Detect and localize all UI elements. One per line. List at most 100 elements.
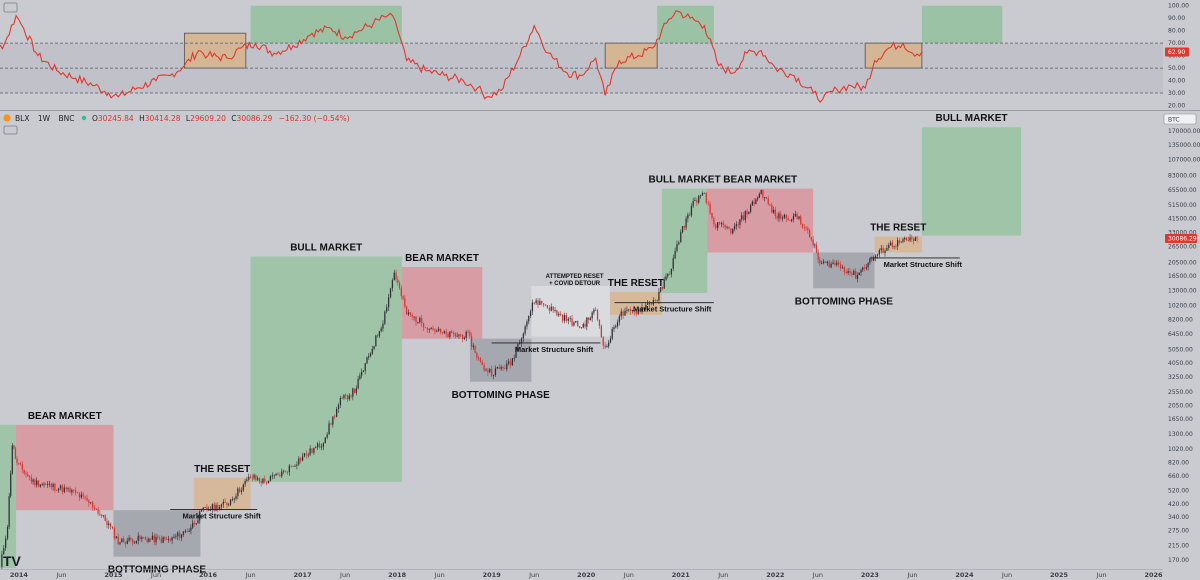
candle-body: [520, 338, 523, 344]
price-zone-bear-1: [16, 424, 114, 511]
candle-body: [535, 300, 537, 304]
candle-body: [14, 448, 17, 459]
candle-body: [676, 244, 678, 251]
phase-label-bear-10: BEAR MARKET: [723, 175, 797, 186]
candle-body: [300, 458, 302, 461]
candle-body: [635, 311, 637, 314]
candle-body: [80, 494, 82, 498]
candle-body: [732, 229, 734, 234]
rsi-current-badge: [1165, 47, 1189, 57]
candle-body: [346, 395, 349, 400]
candle-body: [668, 274, 671, 275]
rsi-settings-icon[interactable]: [3, 2, 18, 13]
candle-body: [858, 272, 860, 276]
candle-body: [502, 366, 504, 369]
candle-body: [195, 523, 197, 524]
price-tick-label: 33000.00: [1168, 230, 1197, 237]
phase-label-bottom-11: BOTTOMING PHASE: [795, 296, 893, 307]
price-tick-label: 215.00: [1168, 543, 1189, 550]
candle-body: [744, 210, 746, 221]
candle-body: [133, 542, 136, 544]
candle-body: [34, 479, 36, 486]
candle-body: [411, 314, 413, 317]
candle-body: [158, 537, 161, 539]
candle-body: [630, 309, 632, 312]
candle-body: [609, 338, 612, 343]
phase-label-bull-13: BULL MARKET: [936, 113, 1008, 124]
candle-body: [767, 198, 769, 205]
candle-body: [726, 226, 728, 228]
candle-body: [50, 483, 52, 487]
candle-body: [631, 309, 634, 312]
candle-body: [239, 488, 241, 492]
candle-body: [670, 268, 672, 275]
candle-body: [76, 492, 79, 494]
candle-body: [78, 493, 81, 498]
candle-body: [701, 193, 704, 196]
candle-body: [888, 245, 890, 249]
candle-body: [57, 488, 60, 491]
candle-body: [558, 313, 560, 316]
candle-body: [21, 464, 24, 470]
candle-body: [284, 470, 287, 472]
candle-body: [700, 195, 702, 197]
candle-body: [586, 317, 588, 327]
candle-body: [376, 335, 379, 337]
currency-badge[interactable]: BTC: [1163, 113, 1197, 125]
candle-body: [257, 478, 259, 480]
candle-body: [180, 534, 183, 538]
candle-body: [891, 242, 893, 247]
candle-body: [93, 507, 96, 510]
candle-body: [415, 316, 417, 323]
candle-body: [608, 342, 610, 347]
candle-body: [155, 536, 157, 543]
candle-body: [798, 216, 800, 219]
candle-body: [889, 242, 892, 246]
candle-body: [286, 471, 289, 473]
candle-body: [479, 357, 482, 362]
candle-body: [578, 326, 581, 329]
candle-body: [760, 190, 762, 194]
price-tick-label: 16500.00: [1168, 273, 1197, 280]
candle-body: [613, 327, 615, 329]
candle-body: [711, 212, 713, 218]
candle-body: [800, 216, 802, 224]
candle-body: [886, 248, 888, 251]
candle-body: [63, 487, 65, 493]
rsi-line: [0, 10, 923, 103]
candle-body: [696, 200, 698, 203]
candle-body: [192, 522, 194, 528]
price-tick-label: 420.00: [1168, 501, 1189, 508]
candle-body: [167, 538, 170, 540]
price-tick-label: 20500.00: [1168, 259, 1197, 266]
rsi-zone-bull-3: [657, 5, 714, 44]
candle-body: [496, 367, 498, 369]
candle-body: [626, 309, 628, 311]
candle-body: [359, 375, 361, 380]
collapse-legend-icon[interactable]: [3, 125, 18, 135]
candle-body: [814, 244, 816, 246]
candle-body: [674, 250, 676, 259]
candle-body: [264, 478, 266, 482]
rsi-panel: [0, 43, 1200, 111]
svg-text:BLX 1W BNC: BLX 1W BNC: [15, 114, 74, 123]
candle-body: [23, 469, 25, 474]
candle-body: [86, 497, 88, 501]
candle-body: [687, 214, 689, 219]
candle-body: [173, 537, 175, 539]
candle-body: [826, 261, 828, 264]
candle-body: [69, 488, 71, 493]
candle-body: [751, 201, 754, 206]
candle-body: [575, 320, 577, 323]
structure-lines: Market Structure Shift Market Structure S…: [170, 257, 962, 520]
candle-body: [271, 475, 273, 477]
candle-body: [897, 240, 899, 247]
candle-body: [219, 506, 221, 511]
candle-body: [290, 465, 292, 467]
rsi-tick-label: 40.00: [1168, 78, 1185, 85]
candle-body: [37, 480, 40, 487]
candle-body: [378, 331, 381, 337]
candle-body: [101, 514, 103, 516]
candle-body: [554, 310, 556, 311]
